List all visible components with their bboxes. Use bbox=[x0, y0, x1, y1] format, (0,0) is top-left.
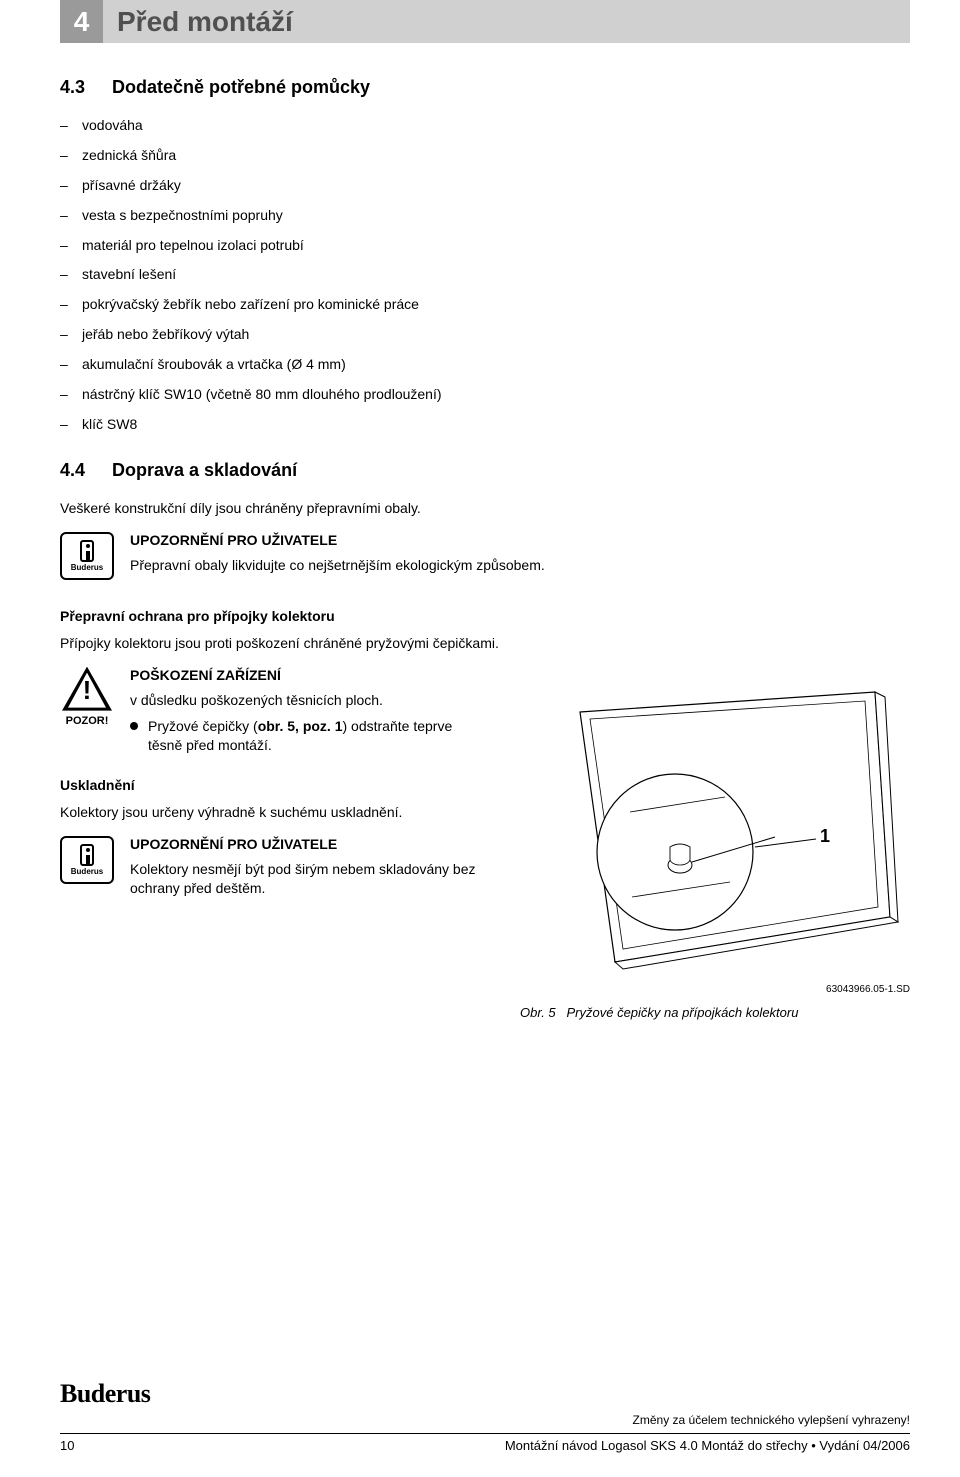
section-4-4-heading: 4.4Doprava a skladování bbox=[60, 460, 910, 481]
section-4-4-intro: Veškeré konstrukční díly jsou chráněny p… bbox=[60, 499, 500, 518]
figure-callout-1: 1 bbox=[820, 826, 830, 846]
chapter-header: 4 Před montáží bbox=[60, 0, 910, 43]
subsection-transport-protection-body: Přípojky kolektoru jsou proti poškození … bbox=[60, 634, 500, 653]
footer-doc-title: Montážní návod Logasol SKS 4.0 Montáž do… bbox=[505, 1438, 910, 1453]
info-icon: Buderus bbox=[60, 532, 114, 580]
figure-caption-text: Pryžové čepičky na přípojkách kolektoru bbox=[567, 1005, 799, 1020]
section-4-3-number: 4.3 bbox=[60, 77, 112, 98]
warning-triangle-icon: ! bbox=[62, 667, 112, 711]
notice-body: Kolektory nesmějí být pod širým nebem sk… bbox=[130, 860, 490, 898]
collector-illustration: 1 bbox=[520, 677, 900, 977]
list-item: jeřáb nebo žebříkový výtah bbox=[60, 325, 910, 344]
warning-bullet: Pryžové čepičky (obr. 5, poz. 1) odstraň… bbox=[130, 717, 490, 755]
user-notice-1: Buderus UPOZORNĚNÍ PRO UŽIVATELE Přeprav… bbox=[60, 532, 910, 580]
warning-body: v důsledku poškozených těsnicích ploch. bbox=[130, 691, 490, 710]
warning-box: ! POZOR! POŠKOZENÍ ZAŘÍZENÍ v důsledku p… bbox=[60, 667, 490, 756]
section-4-3-title: Dodatečně potřebné pomůcky bbox=[112, 77, 370, 97]
section-4-4-number: 4.4 bbox=[60, 460, 112, 481]
list-item: akumulační šroubovák a vrtačka (Ø 4 mm) bbox=[60, 355, 910, 374]
info-icon-brand: Buderus bbox=[71, 867, 103, 876]
figure-code: 63043966.05-1.SD bbox=[520, 984, 910, 995]
list-item: klíč SW8 bbox=[60, 415, 910, 434]
list-item: zednická šňůra bbox=[60, 146, 910, 165]
notice-body: Přepravní obaly likvidujte co nejšetrněj… bbox=[130, 556, 545, 575]
buderus-logo: Buderus bbox=[60, 1379, 910, 1409]
list-item: přísavné držáky bbox=[60, 176, 910, 195]
list-item: pokrývačský žebřík nebo zařízení pro kom… bbox=[60, 295, 910, 314]
notice-title: UPOZORNĚNÍ PRO UŽIVATELE bbox=[130, 532, 545, 548]
chapter-title: Před montáží bbox=[103, 0, 910, 43]
chapter-number: 4 bbox=[60, 0, 103, 43]
notice-title: UPOZORNĚNÍ PRO UŽIVATELE bbox=[130, 836, 490, 852]
list-item: vodováha bbox=[60, 116, 910, 135]
list-item: nástrčný klíč SW10 (včetně 80 mm dlouhéh… bbox=[60, 385, 910, 404]
list-item: vesta s bezpečnostními popruhy bbox=[60, 206, 910, 225]
page-number: 10 bbox=[60, 1438, 74, 1453]
list-item: stavební lešení bbox=[60, 265, 910, 284]
subsection-transport-protection-title: Přepravní ochrana pro přípojky kolektoru bbox=[60, 608, 910, 624]
tools-list: vodováha zednická šňůra přísavné držáky … bbox=[60, 116, 910, 434]
list-item: materiál pro tepelnou izolaci potrubí bbox=[60, 236, 910, 255]
section-4-4-title: Doprava a skladování bbox=[112, 460, 297, 480]
footer-divider bbox=[60, 1433, 910, 1434]
info-icon: Buderus bbox=[60, 836, 114, 884]
subsection-storage-body: Kolektory jsou určeny výhradně k suchému… bbox=[60, 803, 490, 822]
warning-title: POŠKOZENÍ ZAŘÍZENÍ bbox=[130, 667, 490, 683]
subsection-storage-title: Uskladnění bbox=[60, 777, 490, 793]
info-icon-brand: Buderus bbox=[71, 563, 103, 572]
figure-5: 1 63043966.05-1.SD Obr. 5 Pryžové čepičk… bbox=[520, 677, 910, 1020]
footer-disclaimer: Změny za účelem technického vylepšení vy… bbox=[60, 1413, 910, 1427]
figure-label: Obr. 5 bbox=[520, 1005, 556, 1020]
page-footer: Buderus Změny za účelem technického vyle… bbox=[60, 1379, 910, 1453]
figure-caption: Obr. 5 Pryžové čepičky na přípojkách kol… bbox=[520, 1005, 910, 1020]
section-4-3-heading: 4.3Dodatečně potřebné pomůcky bbox=[60, 77, 910, 98]
warning-label: POZOR! bbox=[60, 715, 114, 727]
user-notice-2: Buderus UPOZORNĚNÍ PRO UŽIVATELE Kolekto… bbox=[60, 836, 490, 898]
